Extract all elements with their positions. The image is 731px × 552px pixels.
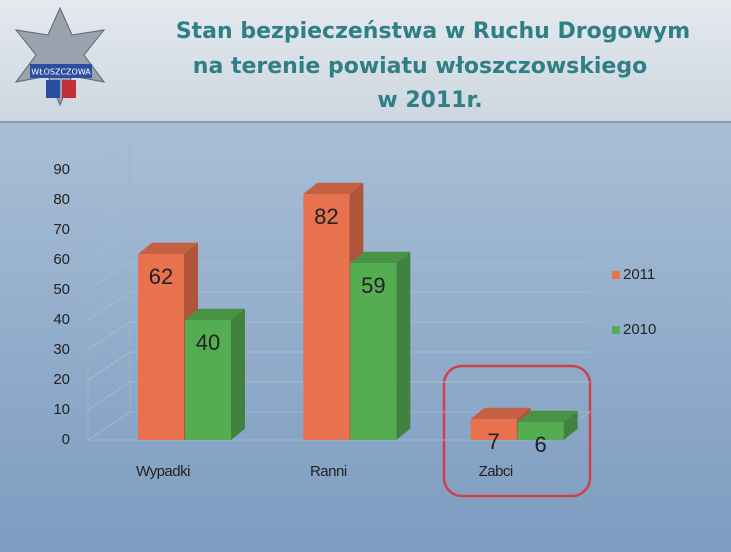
data-label: 40 — [196, 330, 220, 355]
y-tick-label: 40 — [53, 311, 70, 328]
logo: WŁOSZCZOWA — [14, 6, 106, 107]
bar-top — [138, 242, 198, 254]
y-tick-label: 30 — [53, 341, 70, 358]
bar — [138, 254, 184, 440]
y-tick-label: 50 — [53, 281, 70, 298]
legend-swatch — [612, 326, 620, 334]
data-label: 7 — [488, 429, 500, 454]
data-label: 82 — [314, 204, 338, 229]
bar-top — [350, 251, 411, 263]
data-label: 62 — [149, 264, 173, 289]
grid-line — [87, 351, 590, 381]
bar — [303, 194, 350, 440]
y-tick-label: 80 — [53, 191, 70, 208]
chart-title: na terenie powiatu włoszczowskiego — [193, 54, 647, 79]
x-tick-label: Zabci — [479, 463, 513, 480]
bar-top — [303, 182, 364, 194]
chart-title: w 2011r. — [377, 88, 482, 113]
grid-line — [87, 381, 590, 411]
bar — [185, 320, 231, 440]
bar-side — [231, 308, 245, 440]
bar-top — [185, 308, 245, 320]
grid-line — [87, 291, 590, 321]
legend-label: 2010 — [623, 321, 656, 338]
y-tick-label: 70 — [53, 221, 70, 238]
bar — [470, 419, 517, 440]
bar-side — [396, 251, 411, 440]
y-tick-label: 10 — [53, 401, 70, 418]
header — [0, 0, 731, 122]
grid-line — [87, 231, 590, 261]
legend-label: 2011 — [623, 266, 655, 283]
x-tick-label: Wypadki — [136, 463, 190, 480]
bar — [350, 263, 397, 440]
grid-line — [87, 171, 590, 201]
grid-line — [87, 201, 590, 231]
chart-title: Stan bezpieczeństwa w Ruchu Drogowym — [176, 19, 690, 44]
logo-text: WŁOSZCZOWA — [31, 68, 91, 77]
grid-line — [87, 141, 590, 171]
highlight-box — [442, 364, 592, 498]
grid-line — [87, 261, 590, 291]
bar-top — [517, 410, 578, 422]
legend-swatch — [612, 271, 620, 279]
bar-side — [563, 410, 578, 440]
bar-top — [470, 407, 531, 419]
grid-line — [87, 321, 590, 351]
x-tick-label: Ranni — [310, 463, 347, 480]
data-label: 6 — [535, 432, 547, 457]
y-tick-label: 20 — [53, 371, 70, 388]
y-tick-label: 0 — [62, 431, 70, 448]
bar — [517, 422, 564, 440]
data-label: 59 — [361, 273, 385, 298]
y-tick-label: 90 — [53, 161, 70, 178]
y-tick-label: 60 — [53, 251, 70, 268]
